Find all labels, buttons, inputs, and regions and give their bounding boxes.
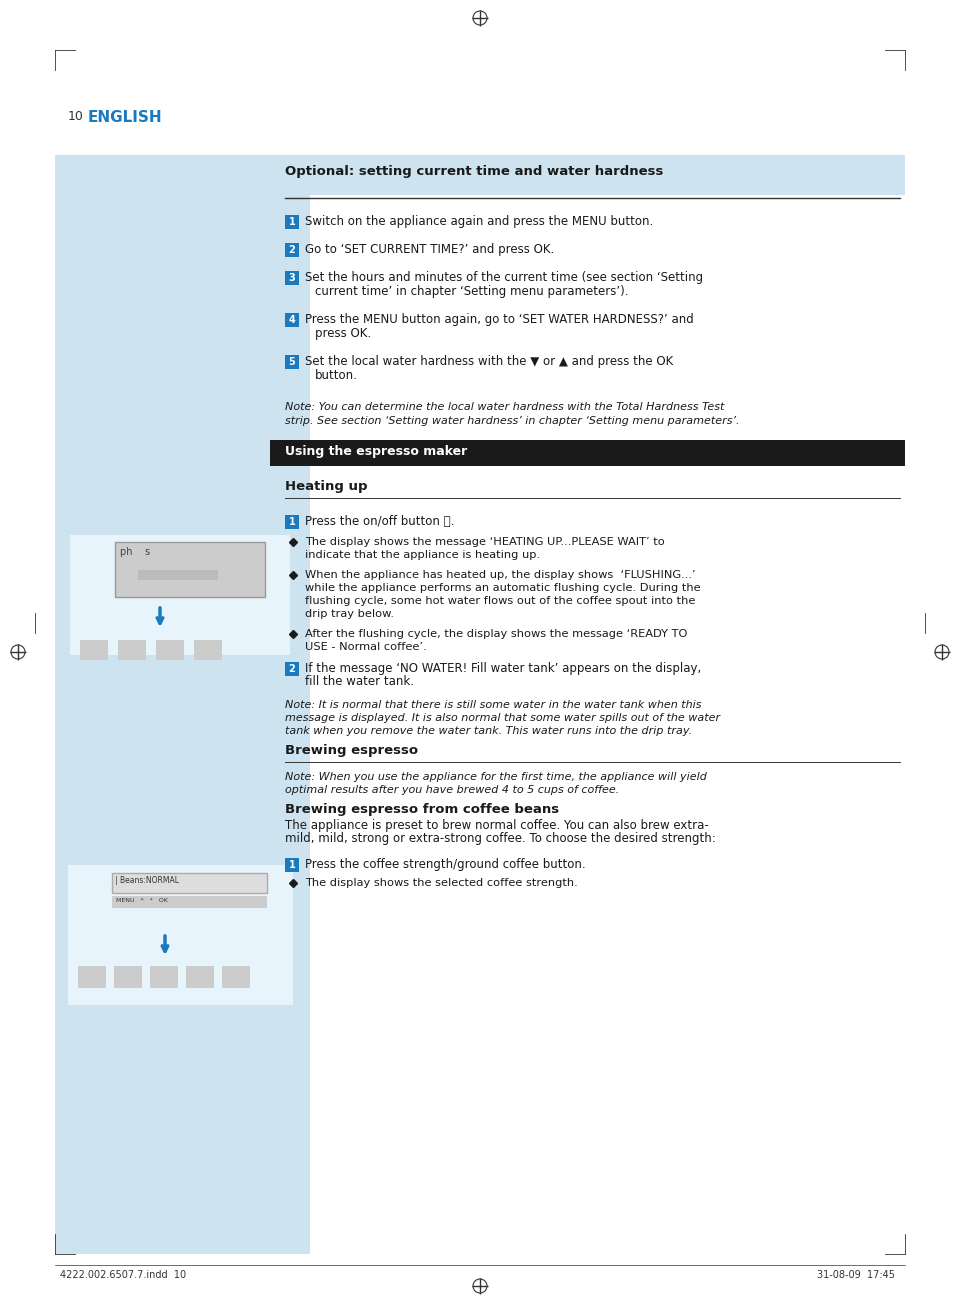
Text: 10: 10 [68,110,84,123]
Bar [112,872,267,893]
Bar [285,313,299,327]
Text: Heating up: Heating up [285,480,368,493]
Text: optimal results after you have brewed 4 to 5 cups of coffee.: optimal results after you have brewed 4 … [285,785,619,795]
Text: indicate that the appliance is heating up.: indicate that the appliance is heating u… [305,550,540,559]
Bar [112,896,267,908]
Bar [55,510,310,705]
Text: The display shows the message ‘HEATING UP...PLEASE WAIT’ to: The display shows the message ‘HEATING U… [305,537,664,546]
Text: press OK.: press OK. [315,327,372,340]
Bar [55,155,905,196]
Bar [150,966,178,988]
Bar [55,160,310,1254]
Bar [285,355,299,369]
Bar [285,271,299,286]
Text: Brewing espresso from coffee beans: Brewing espresso from coffee beans [285,803,559,816]
Text: When the appliance has heated up, the display shows  ‘FLUSHING...’: When the appliance has heated up, the di… [305,570,696,580]
Text: Go to ‘SET CURRENT TIME?’ and press OK.: Go to ‘SET CURRENT TIME?’ and press OK. [305,243,554,256]
Text: 4222.002.6507.7.indd  10: 4222.002.6507.7.indd 10 [60,1270,186,1281]
Text: while the appliance performs an automatic flushing cycle. During the: while the appliance performs an automati… [305,583,701,593]
Bar [78,966,106,988]
Text: 2: 2 [289,664,296,674]
Text: Brewing espresso: Brewing espresso [285,745,419,758]
Text: Press the on/off button ⏻.: Press the on/off button ⏻. [305,515,454,528]
Text: 31-08-09  17:45: 31-08-09 17:45 [817,1270,895,1281]
Text: The appliance is preset to brew normal coffee. You can also brew extra-: The appliance is preset to brew normal c… [285,819,708,832]
Bar [285,243,299,257]
Text: Set the local water hardness with the ▼ or ▲ and press the OK: Set the local water hardness with the ▼ … [305,355,673,368]
Text: Switch on the appliance again and press the MENU button.: Switch on the appliance again and press … [305,215,653,228]
Bar [156,640,184,660]
Text: Note: You can determine the local water hardness with the Total Hardness Test: Note: You can determine the local water … [285,402,725,412]
Text: strip. See section ‘Setting water hardness’ in chapter ‘Setting menu parameters’: strip. See section ‘Setting water hardne… [285,416,739,426]
Text: ph    s: ph s [120,546,150,557]
Text: Set the hours and minutes of the current time (see section ‘Setting: Set the hours and minutes of the current… [305,271,703,284]
Bar [285,215,299,230]
Text: tank when you remove the water tank. This water runs into the drip tray.: tank when you remove the water tank. Thi… [285,726,692,735]
Text: ENGLISH: ENGLISH [88,110,162,125]
Bar [70,535,290,655]
Text: 2: 2 [289,245,296,256]
Bar [68,865,293,1005]
Text: current time’ in chapter ‘Setting menu parameters’).: current time’ in chapter ‘Setting menu p… [315,286,629,299]
Text: drip tray below.: drip tray below. [305,609,394,619]
Text: 3: 3 [289,273,296,283]
Bar [222,966,250,988]
Text: 1: 1 [289,516,296,527]
Bar [138,570,218,580]
Text: Note: When you use the appliance for the first time, the appliance will yield: Note: When you use the appliance for the… [285,772,707,782]
Bar [270,439,905,466]
Bar [186,966,214,988]
Text: If the message ‘NO WATER! Fill water tank’ appears on the display,: If the message ‘NO WATER! Fill water tan… [305,662,701,675]
Text: message is displayed. It is also normal that some water spills out of the water: message is displayed. It is also normal … [285,713,720,722]
Text: Using the espresso maker: Using the espresso maker [285,445,468,458]
Text: 5: 5 [289,357,296,366]
Text: | Beans:NORMAL: | Beans:NORMAL [115,876,179,885]
Text: Press the MENU button again, go to ‘SET WATER HARDNESS?’ and: Press the MENU button again, go to ‘SET … [305,313,694,326]
Bar [285,858,299,872]
Text: MENU   *   *   OK: MENU * * OK [116,898,168,902]
Bar [115,542,265,597]
Text: 4: 4 [289,316,296,325]
Text: Note: It is normal that there is still some water in the water tank when this: Note: It is normal that there is still s… [285,700,702,709]
Text: Optional: setting current time and water hardness: Optional: setting current time and water… [285,166,663,179]
Bar [285,662,299,675]
Text: fill the water tank.: fill the water tank. [305,675,414,689]
Text: button.: button. [315,369,358,382]
Text: Press the coffee strength/ground coffee button.: Press the coffee strength/ground coffee … [305,858,586,871]
Text: After the flushing cycle, the display shows the message ‘READY TO: After the flushing cycle, the display sh… [305,629,687,639]
Bar [285,515,299,529]
Text: 1: 1 [289,861,296,870]
Text: mild, mild, strong or extra-strong coffee. To choose the desired strength:: mild, mild, strong or extra-strong coffe… [285,832,716,845]
Bar [115,542,265,597]
Bar [112,872,267,893]
Bar [80,640,108,660]
Text: 1: 1 [289,216,296,227]
Text: flushing cycle, some hot water flows out of the coffee spout into the: flushing cycle, some hot water flows out… [305,596,695,606]
Bar [194,640,222,660]
Text: The display shows the selected coffee strength.: The display shows the selected coffee st… [305,878,578,888]
Bar [118,640,146,660]
Bar [55,50,905,1254]
Bar [55,853,310,1038]
Bar [114,966,142,988]
Text: USE - Normal coffee’.: USE - Normal coffee’. [305,642,426,652]
